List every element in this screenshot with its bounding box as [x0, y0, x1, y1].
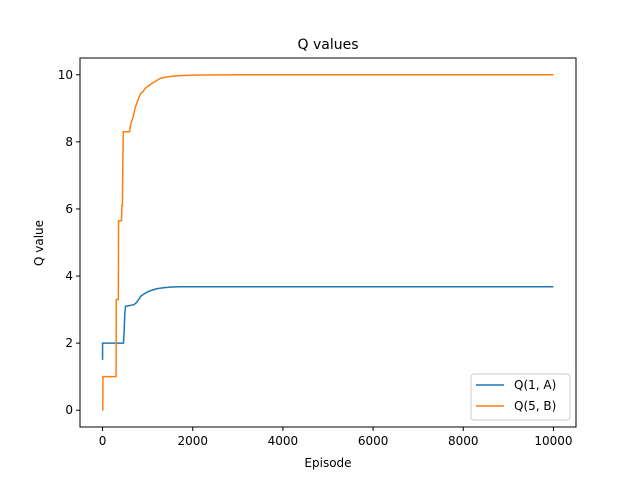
x-tick-label: 10000: [534, 434, 572, 448]
series-line-1: [102, 74, 554, 411]
x-tick-label: 8000: [448, 434, 479, 448]
plot-frame: [79, 57, 577, 428]
x-tick-label: 0: [99, 434, 107, 448]
legend-label-q5b: Q(5, B): [514, 399, 556, 413]
y-tick-label: 4: [65, 269, 73, 283]
x-tick-label: 4000: [268, 434, 299, 448]
legend-label-q1a: Q(1, A): [514, 378, 556, 392]
y-tick-label: 0: [65, 403, 73, 417]
y-tick-label: 2: [65, 336, 73, 350]
legend: Q(1, A) Q(5, B): [470, 373, 571, 421]
x-tick-label: 2000: [177, 434, 208, 448]
y-tick-label: 6: [65, 202, 73, 216]
y-tick-label: 10: [58, 68, 73, 82]
y-axis: 0 2 4 6 8 10: [58, 68, 80, 417]
x-axis-label: Episode: [304, 456, 351, 470]
x-tick-label: 6000: [358, 434, 389, 448]
y-tick-label: 8: [65, 135, 73, 149]
chart-title: Q values: [297, 37, 358, 53]
plot-lines: [101, 74, 554, 411]
series-line-0: [101, 286, 554, 360]
y-axis-label: Q value: [32, 220, 46, 266]
x-axis: 0 2000 4000 6000 8000 10000: [99, 427, 573, 448]
